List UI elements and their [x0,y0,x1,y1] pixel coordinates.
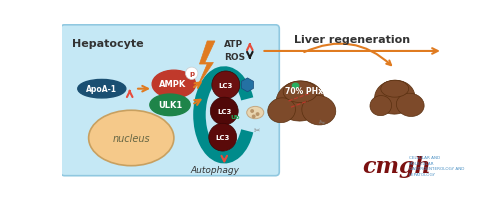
Circle shape [212,71,240,99]
Text: ULK1: ULK1 [158,101,182,110]
Ellipse shape [292,83,300,89]
Ellipse shape [397,93,424,116]
Text: CELLULAR AND
MOLECULAR
GASTROENTEROLOGY AND
HEPATOLOGY: CELLULAR AND MOLECULAR GASTROENTEROLOGY … [409,156,464,177]
Circle shape [209,123,237,151]
Circle shape [252,114,256,118]
FancyArrowPatch shape [304,44,391,65]
Circle shape [250,109,254,113]
Ellipse shape [283,81,317,103]
Text: Autophagy: Autophagy [190,166,240,175]
Text: ROS: ROS [224,53,246,62]
Ellipse shape [150,94,190,116]
Text: 70% PHx: 70% PHx [285,87,323,96]
Text: p: p [189,71,194,77]
Text: cmgh: cmgh [362,156,431,178]
Ellipse shape [381,80,409,97]
Text: ✂: ✂ [316,117,326,128]
Ellipse shape [374,80,415,114]
Text: Ub: Ub [230,115,240,120]
Ellipse shape [370,96,392,116]
Text: ATP: ATP [224,40,244,49]
FancyBboxPatch shape [61,25,279,176]
Text: LC3: LC3 [215,135,230,141]
Text: LC3: LC3 [217,109,231,115]
Ellipse shape [246,106,264,119]
Text: Hepatocyte: Hepatocyte [72,39,144,49]
Text: ApoA-1: ApoA-1 [86,85,117,94]
Text: Liver regeneration: Liver regeneration [294,35,410,45]
Text: nucleus: nucleus [113,134,150,144]
Ellipse shape [89,110,174,166]
Circle shape [185,67,198,79]
Ellipse shape [276,81,324,121]
Ellipse shape [152,70,196,98]
Circle shape [210,97,238,125]
Ellipse shape [78,79,126,98]
Polygon shape [242,78,253,92]
Text: AMPK: AMPK [159,80,186,89]
Text: LC3: LC3 [218,83,233,89]
Text: ✂: ✂ [253,126,260,135]
Polygon shape [198,41,215,86]
Circle shape [256,112,259,116]
Ellipse shape [302,96,336,125]
Ellipse shape [268,98,296,123]
